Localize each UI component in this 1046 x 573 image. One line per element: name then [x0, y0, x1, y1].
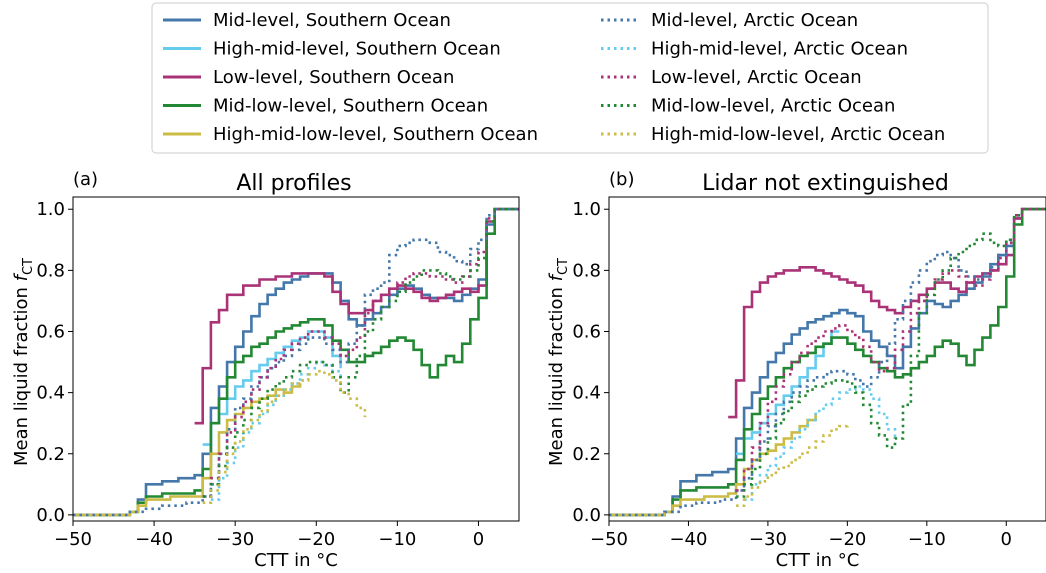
legend-label: High-mid-low-level, Arctic Ocean [651, 124, 945, 145]
x-axis-label: CTT in °C [254, 550, 338, 571]
series-line [73, 207, 519, 517]
legend-entry: Mid-low-level, Southern Ocean [163, 96, 488, 117]
series-line [736, 207, 1046, 498]
series-line [609, 207, 1046, 517]
legend-entries: Mid-level, Southern Ocean High-mid-level,… [163, 10, 945, 145]
legend-frame [151, 2, 989, 154]
x-tick-label: −40 [669, 529, 707, 550]
series-line [210, 360, 342, 501]
panel-label: (b) [609, 169, 634, 190]
chart-title: All profiles [236, 171, 351, 196]
legend-label: Mid-low-level, Arctic Ocean [651, 96, 895, 117]
y-tick-label: 0.0 [572, 505, 601, 526]
series-line [73, 207, 519, 517]
legend-label: Low-level, Arctic Ocean [651, 67, 862, 88]
legend-entry: Low-level, Arctic Ocean [601, 67, 862, 88]
x-tick-label: −10 [378, 529, 416, 550]
legend-entry: High-mid-level, Southern Ocean [163, 39, 501, 60]
legend-entry: High-mid-low-level, Arctic Ocean [601, 124, 945, 145]
legend-label: Mid-low-level, Southern Ocean [213, 96, 488, 117]
y-axis-label: Mean liquid fraction fCT [11, 258, 36, 466]
x-tick-label: 0 [1001, 529, 1012, 550]
legend-label: High-mid-level, Southern Ocean [213, 39, 501, 60]
series-line [73, 207, 519, 517]
legend: Mid-level, Southern Ocean High-mid-level,… [151, 2, 989, 154]
y-tick-label: 0.4 [36, 383, 65, 404]
series-line [609, 207, 1046, 517]
series-line [73, 383, 302, 517]
legend-label: Low-level, Southern Ocean [213, 67, 454, 88]
y-tick-label: 0.0 [36, 505, 65, 526]
x-axis-label: CTT in °C [776, 550, 860, 571]
x-tick-label: −20 [828, 529, 866, 550]
x-tick-label: −30 [216, 529, 254, 550]
y-tick-label: 0.6 [36, 321, 65, 342]
axes-frame [72, 196, 520, 522]
legend-label: Mid-level, Arctic Ocean [651, 10, 858, 31]
series-line [202, 369, 367, 504]
y-tick-label: 1.0 [36, 199, 65, 220]
legend-entry: High-mid-low-level, Southern Ocean [163, 124, 538, 145]
legend-label: High-mid-low-level, Southern Ocean [213, 124, 538, 145]
y-tick-label: 0.2 [572, 444, 601, 465]
axes-frame [608, 196, 1046, 522]
y-tick-label: 0.6 [572, 321, 601, 342]
series-line [609, 414, 817, 517]
plot-area [73, 207, 519, 517]
x-tick-label: −50 [590, 529, 628, 550]
x-tick-label: −10 [908, 529, 946, 550]
series-line [744, 385, 897, 501]
legend-entry: Low-level, Southern Ocean [163, 67, 454, 88]
x-tick-label: 0 [473, 529, 484, 550]
x-tick-label: −50 [54, 529, 92, 550]
panel-a: −50 −40 −30 −20 −10 0 0.0 0.2 0.4 0.6 0.8 1.0 CTT in… [11, 169, 520, 571]
panel-label: (a) [73, 169, 98, 190]
y-axis-label: Mean liquid fraction fCT [546, 258, 571, 466]
y-tick-label: 0.4 [572, 383, 601, 404]
y-tick-label: 0.8 [36, 260, 65, 281]
series-line [736, 207, 1046, 492]
legend-entry: Mid-low-level, Arctic Ocean [601, 96, 895, 117]
series-line [202, 207, 519, 498]
chart-title: Lidar not extinguished [702, 171, 949, 196]
panel-b: −50 −40 −30 −20 −10 0 0.0 0.2 0.4 0.6 0.8 1.0 CTT in… [546, 169, 1046, 571]
legend-label: Mid-level, Southern Ocean [213, 10, 451, 31]
series-line [194, 207, 519, 425]
legend-label: High-mid-level, Arctic Ocean [651, 39, 908, 60]
legend-entry: Mid-level, Southern Ocean [163, 10, 451, 31]
series-line [736, 330, 840, 456]
x-tick-label: −30 [749, 529, 787, 550]
x-tick-label: −20 [297, 529, 335, 550]
legend-entry: High-mid-level, Arctic Ocean [601, 39, 908, 60]
series-line [609, 207, 1046, 517]
y-tick-label: 0.8 [572, 260, 601, 281]
series-line [202, 330, 342, 446]
plot-area [609, 207, 1046, 517]
legend-entry: Mid-level, Arctic Ocean [601, 10, 858, 31]
y-tick-label: 1.0 [572, 199, 601, 220]
y-tick-label: 0.2 [36, 444, 65, 465]
x-tick-label: −40 [135, 529, 173, 550]
series-line [736, 423, 849, 507]
